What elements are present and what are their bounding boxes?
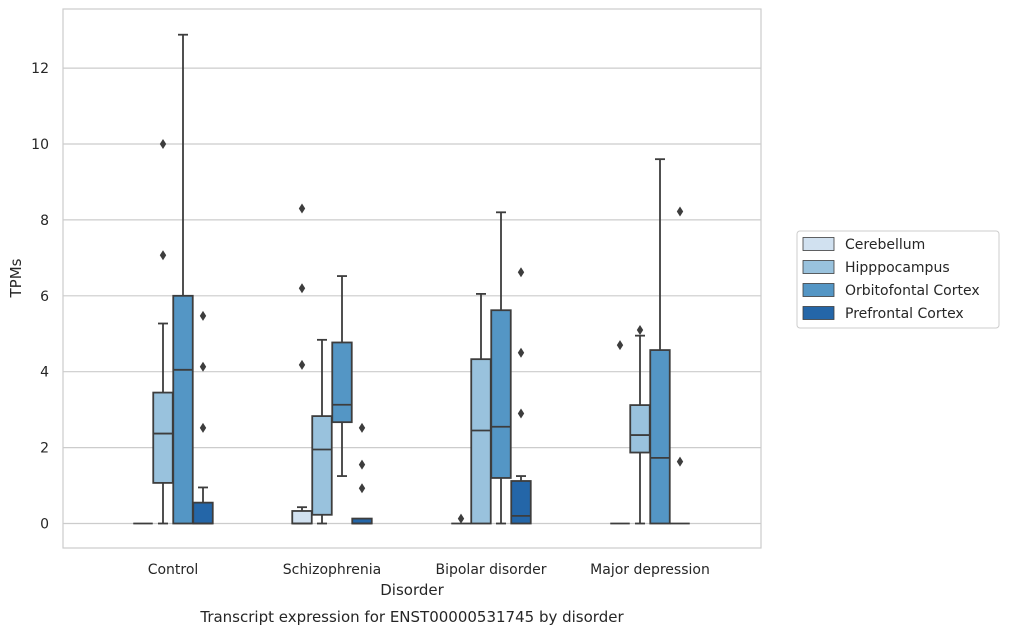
iqr-box: [649, 349, 671, 525]
box: [490, 211, 512, 525]
iqr-box: [510, 480, 532, 525]
iqr-box: [311, 415, 333, 516]
outlier-point: [298, 203, 306, 214]
x-axis-label: Disorder: [380, 581, 444, 599]
outlier-point: [616, 340, 624, 351]
iqr-box: [192, 501, 214, 525]
outlier-point: [199, 422, 207, 433]
iqr-box: [629, 404, 651, 454]
legend-swatch: [802, 306, 835, 320]
outlier-point: [358, 459, 366, 470]
y-tick-label: 6: [40, 289, 49, 305]
box-series: [133, 33, 690, 525]
box: [172, 33, 194, 525]
box: [351, 422, 373, 525]
outlier-point: [676, 206, 684, 217]
plot-area-frame: [62, 8, 762, 549]
box: [610, 340, 630, 525]
outlier-point: [358, 422, 366, 433]
outlier-point: [199, 310, 207, 321]
outlier-point: [517, 347, 525, 358]
iqr-box: [490, 309, 512, 479]
x-tick-label: Schizophrenia: [283, 562, 381, 578]
x-tick-label: Major depression: [590, 562, 710, 578]
y-tick-label: 4: [40, 365, 49, 381]
box: [152, 139, 174, 525]
x-tick-label: Bipolar disorder: [435, 562, 546, 578]
outlier-point: [517, 408, 525, 419]
outlier-point: [159, 250, 167, 261]
legend-label: Orbitofontal Cortex: [845, 283, 980, 299]
legend-swatch: [802, 237, 835, 251]
box: [291, 203, 313, 525]
outlier-point: [517, 267, 525, 278]
iqr-box: [331, 341, 353, 424]
y-axis-label: TPMs: [7, 258, 25, 298]
y-tick-label: 0: [40, 517, 49, 533]
outlier-point: [457, 513, 465, 524]
legend-label: Prefrontal Cortex: [845, 306, 964, 322]
legend-label: Cerebellum: [845, 237, 925, 253]
y-tick-label: 12: [31, 61, 49, 77]
outlier-point: [159, 139, 167, 149]
x-tick-label: Control: [148, 562, 199, 578]
legend-frame: [796, 230, 1000, 329]
legend-label: Hipppocampus: [845, 260, 950, 276]
box: [670, 206, 690, 525]
y-tick-label: 10: [31, 137, 49, 153]
outlier-point: [298, 283, 306, 294]
y-tick-label: 8: [40, 213, 49, 229]
box: [470, 293, 492, 525]
box: [192, 310, 214, 525]
box: [629, 324, 651, 525]
x-axis-ticks: Control Schizophrenia Bipolar disorder Majo…: [148, 562, 710, 578]
box: [510, 267, 532, 525]
legend-swatch: [802, 260, 835, 274]
outlier-point: [199, 361, 207, 372]
legend-swatch: [802, 283, 835, 297]
box: [649, 158, 671, 525]
iqr-box: [172, 294, 194, 525]
iqr-box: [291, 510, 313, 525]
legend: Cerebellum Hipppocampus Orbitofontal Corte…: [796, 230, 1000, 329]
chart-caption: Transcript expression for ENST0000053174…: [199, 608, 624, 626]
box: [331, 275, 353, 477]
box: [451, 513, 471, 525]
y-axis-ticks: 0 2 4 6 8 10 12: [31, 61, 49, 532]
iqr-box: [152, 391, 174, 484]
box: [311, 338, 333, 525]
outlier-point: [358, 483, 366, 494]
outlier-point: [676, 456, 684, 467]
y-tick-label: 2: [40, 441, 49, 457]
iqr-box: [470, 358, 492, 525]
outlier-point: [298, 359, 306, 370]
outlier-point: [636, 324, 644, 335]
